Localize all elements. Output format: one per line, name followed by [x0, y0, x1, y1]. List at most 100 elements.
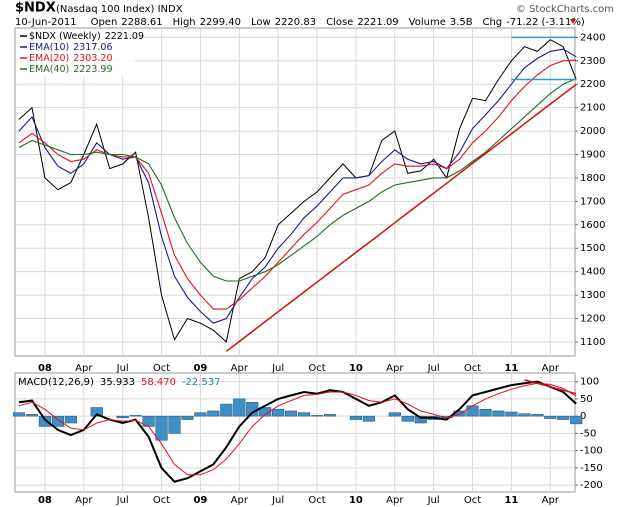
y-tick-label: 1600: [580, 220, 605, 231]
y-tick-label: 2400: [580, 32, 605, 43]
field-value: 3.5B: [450, 17, 473, 28]
legend-entry: EMA(10) 2317.06: [29, 42, 113, 53]
x-tick-label: Oct: [308, 495, 325, 506]
histogram-bar: [492, 410, 505, 417]
x-tick-label: Jul: [427, 363, 440, 374]
histogram-bar: [349, 415, 362, 420]
y-tick-label: 1300: [580, 290, 605, 301]
legend-name: EMA(10): [29, 42, 69, 53]
histogram-bar: [401, 415, 414, 422]
y-tick-label: -50: [580, 428, 596, 439]
histogram-bar: [12, 412, 26, 417]
histogram-bar: [388, 412, 401, 417]
field-label: Chg: [482, 17, 502, 28]
histogram-bar: [155, 415, 168, 441]
legend-label: MACD(12,26,9): [18, 377, 94, 388]
x-tick-label: Apr: [75, 363, 93, 374]
histogram-bar: [259, 407, 272, 417]
histogram-bar: [297, 412, 311, 417]
x-tick-label: Apr: [386, 363, 404, 374]
field-value: 2299.40: [200, 17, 241, 28]
legend: MACD(12,26,9) 35.933 58.470 -22.537: [18, 377, 221, 388]
field-value: 2288.61: [121, 17, 162, 28]
y-tick-label: 2000: [580, 126, 605, 137]
legend-value: 2317.06: [73, 42, 112, 53]
series-line: [18, 39, 577, 343]
x-tick-label: Apr: [75, 495, 93, 506]
field-label: Close: [326, 17, 353, 28]
legend-value: 2303.20: [73, 53, 112, 64]
copyright: © StockCharts.com: [516, 4, 614, 15]
field-label: High: [173, 17, 196, 28]
x-tick-label: Oct: [153, 495, 170, 506]
histogram-bar: [207, 410, 220, 417]
x-tick-label: Oct: [464, 495, 481, 506]
histogram-bar: [90, 407, 103, 417]
series-line: [18, 382, 577, 476]
histogram-bar: [531, 414, 544, 417]
trend-line: [225, 83, 577, 352]
x-tick-label: Oct: [308, 363, 325, 374]
x-tick-label: 08: [38, 363, 52, 374]
histogram-bar: [168, 415, 181, 434]
histogram-bar: [557, 415, 570, 420]
x-tick-label: 08: [38, 495, 52, 506]
symbol: $NDX: [15, 1, 56, 16]
x-tick-label: 11: [504, 495, 518, 506]
legend-name: EMA(20): [29, 53, 69, 64]
x-tick-label: Apr: [231, 363, 249, 374]
legend-value: 58.470: [141, 377, 176, 388]
histogram-bar: [414, 415, 427, 424]
legend-value: 2223.99: [73, 64, 112, 75]
down-arrow: [570, 19, 576, 24]
index-title: (Nasdaq 100 Index) INDX: [56, 4, 183, 15]
histogram-bar: [129, 415, 142, 417]
legend-value: 2221.09: [105, 31, 144, 42]
histogram-bar: [285, 410, 298, 417]
x-tick-label: 09: [193, 495, 207, 506]
y-tick-label: 1700: [580, 196, 605, 207]
histogram-bar: [64, 415, 77, 424]
quote-line: 10-Jun-2011 Open 2288.61 High 2299.40 Low 2220…: [15, 17, 585, 28]
y-tick-label: 2100: [580, 103, 605, 114]
x-tick-label: Oct: [464, 363, 481, 374]
y-tick-label: 1800: [580, 173, 605, 184]
x-tick-label: Oct: [153, 363, 170, 374]
legend-box: [17, 30, 135, 77]
field-label: Volume: [409, 17, 446, 28]
histogram-bar: [233, 398, 246, 417]
histogram-bar: [272, 408, 285, 417]
legend-name: EMA(40): [29, 64, 69, 75]
y-tick-label: 1200: [580, 314, 605, 325]
y-tick-label: 1900: [580, 150, 605, 161]
x-tick-label: Apr: [231, 495, 249, 506]
legend-entry: $NDX (Weekly) 2221.09: [29, 31, 144, 42]
series-line: [18, 78, 577, 282]
plot-area: [14, 27, 576, 357]
y-tick-label: 2200: [580, 79, 605, 90]
histogram-bar: [518, 413, 531, 417]
y-tick-label: -150: [580, 463, 603, 474]
histogram-bar: [310, 415, 324, 417]
y-tick-label: 50: [580, 394, 593, 405]
trend-line: [524, 379, 577, 395]
histogram-bar: [38, 415, 51, 427]
histogram-bar: [116, 415, 129, 419]
x-tick-label: Jul: [116, 363, 129, 374]
date: 10-Jun-2011: [15, 17, 77, 28]
x-tick-label: Apr: [542, 495, 560, 506]
legend-value: -22.537: [182, 377, 221, 388]
x-tick-label: 10: [349, 363, 363, 374]
histogram-bar: [362, 415, 375, 422]
histogram-bar: [505, 411, 518, 417]
y-tick-label: 100: [580, 377, 599, 388]
y-tick-label: 0: [580, 411, 586, 422]
histogram-bar: [479, 408, 492, 417]
legend-entry: EMA(40) 2223.99: [29, 64, 113, 75]
histogram-bar: [544, 415, 557, 419]
histogram-bar: [25, 414, 39, 417]
histogram-bar: [570, 415, 583, 425]
x-tick-label: Apr: [542, 363, 560, 374]
field-value: 2220.83: [275, 17, 316, 28]
